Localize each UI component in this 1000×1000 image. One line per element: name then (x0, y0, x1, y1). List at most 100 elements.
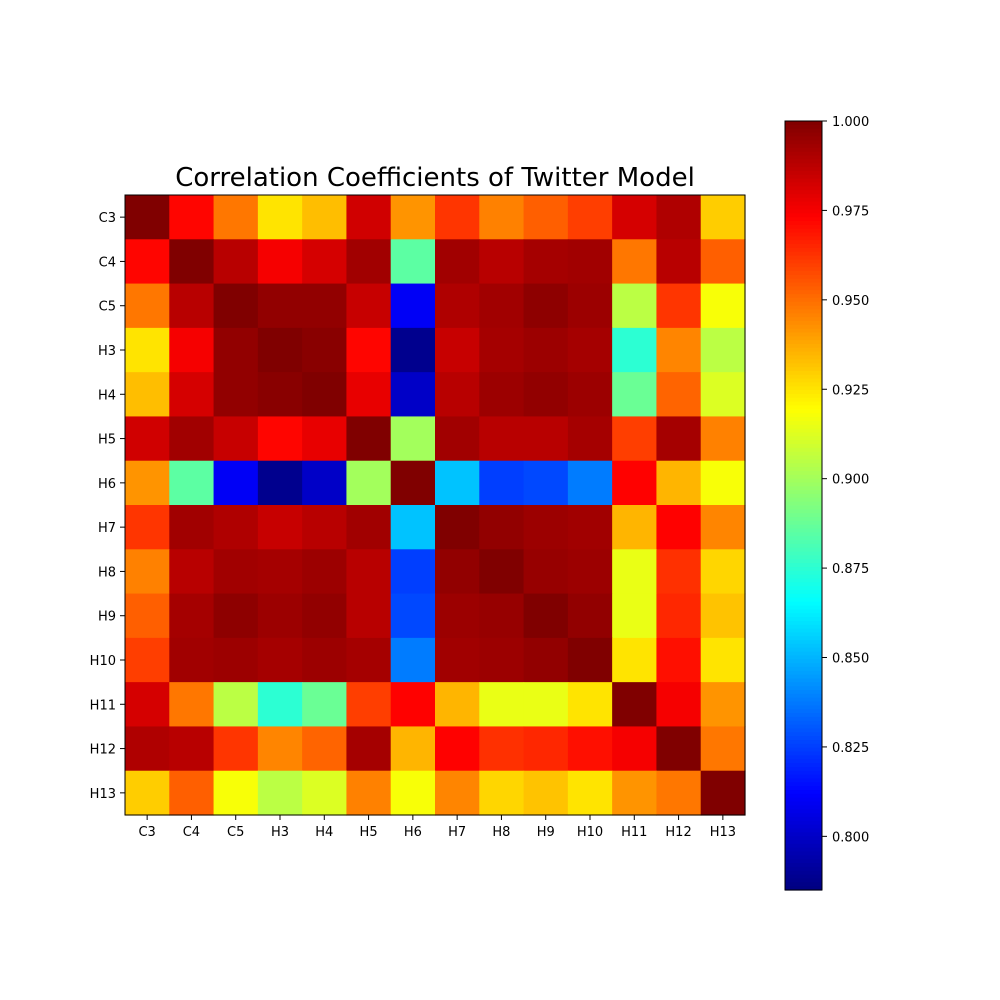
heatmap-cell-H7-H4 (302, 505, 348, 550)
heatmap-cell-H11-H10 (567, 682, 613, 728)
colorbar-segment (785, 332, 822, 337)
heatmap-cell-H6-H13 (700, 460, 746, 506)
x-tick-label: H13 (710, 825, 736, 840)
heatmap-cell-H3-H3 (257, 327, 303, 373)
x-tick-label: H7 (448, 825, 466, 840)
colorbar-segment (785, 121, 822, 126)
colorbar-segment (785, 586, 822, 591)
heatmap-cell-H13-H3 (257, 770, 303, 816)
heatmap-cell-H9-H6 (390, 593, 436, 639)
colorbar-segment (785, 486, 822, 491)
colorbar-segment (785, 590, 822, 595)
colorbar-segment (785, 870, 822, 876)
colorbar-segment (785, 405, 822, 410)
colorbar-segment (785, 755, 822, 760)
heatmap-cell-H9-H12 (656, 593, 702, 639)
heatmap-cell-H13-C5 (213, 770, 259, 816)
heatmap-cell-C3-H6 (390, 195, 436, 240)
heatmap-cell-H9-C5 (213, 593, 259, 639)
heatmap-cell-H8-H4 (302, 549, 348, 595)
heatmap-cell-H3-H5 (346, 327, 392, 373)
colorbar-tick-label: 0.875 (832, 562, 869, 577)
colorbar-segment (785, 428, 822, 434)
heatmap-cell-H7-H5 (346, 505, 392, 550)
colorbar-segment (785, 340, 822, 345)
heatmap-cell-H5-H4 (302, 416, 348, 462)
colorbar-segment (785, 474, 822, 480)
colorbar-tick-label: 1.000 (832, 115, 869, 130)
colorbar-segment (785, 244, 822, 249)
colorbar-segment (785, 840, 822, 845)
colorbar-segment (785, 570, 822, 576)
heatmap-cell-C5-C5 (213, 283, 259, 329)
colorbar-segment (785, 643, 822, 649)
colorbar-segment (785, 201, 822, 207)
heatmap-cell-H7-H11 (612, 505, 658, 550)
colorbar-segment (785, 678, 822, 683)
heatmap-cell-H13-H7 (435, 770, 480, 816)
colorbar-segment (785, 367, 822, 372)
colorbar-segment (785, 836, 822, 841)
heatmap-cell-H13-H4 (302, 770, 348, 816)
heatmap-cell-H13-H6 (390, 770, 436, 816)
colorbar: 0.800 0.825 0.850 0.875 0.900 0.925 0.950 0.975… (784, 115, 869, 891)
colorbar-segment (785, 259, 822, 264)
colorbar-segment (785, 355, 822, 360)
colorbar-segment (785, 690, 822, 695)
heatmap-cell-H10-C5 (213, 637, 259, 683)
heatmap-cell-H11-H12 (656, 682, 702, 728)
x-tick-label: H8 (492, 825, 510, 840)
colorbar-segment (785, 632, 822, 637)
colorbar-segment (785, 467, 822, 472)
colorbar-segment (785, 763, 822, 768)
colorbar-segment (785, 205, 822, 211)
heatmap-cell-H7-H13 (700, 505, 746, 550)
colorbar-segment (785, 593, 822, 599)
colorbar-segment (785, 832, 822, 837)
heatmap-cell-H5-H7 (435, 416, 480, 462)
colorbar-segment (785, 782, 822, 787)
heatmap-cell-H13-H5 (346, 770, 392, 816)
colorbar-segment (785, 682, 822, 687)
colorbar-segment (785, 174, 822, 180)
colorbar-segment (785, 540, 822, 545)
colorbar-segment (785, 747, 822, 753)
colorbar-segment (785, 778, 822, 783)
heatmap-cell-H6-C5 (213, 460, 259, 506)
colorbar-segment (785, 497, 822, 503)
heatmap-cell-H9-H4 (302, 593, 348, 639)
heatmap-cell-H3-C4 (169, 327, 215, 373)
colorbar-segment (785, 240, 822, 245)
heatmap-cell-H8-H9 (523, 549, 569, 595)
heatmap-cell-H8-H7 (435, 549, 480, 595)
y-tick-label: C3 (99, 211, 116, 226)
heatmap-cell-C3-C5 (213, 195, 259, 240)
heatmap-cell-H7-H6 (390, 505, 436, 550)
heatmap-cell-H12-H13 (700, 726, 746, 772)
heatmap-cell-H12-C5 (213, 726, 259, 772)
heatmap-cell-H10-H13 (700, 637, 746, 683)
x-tick-label: H10 (577, 825, 603, 840)
heatmap-cell-H12-H3 (257, 726, 303, 772)
heatmap-cell-H5-H3 (257, 416, 303, 462)
heatmap-cell-H11-H5 (346, 682, 392, 728)
colorbar-segment (785, 651, 822, 657)
heatmap-cell-H12-H7 (435, 726, 480, 772)
colorbar-segment (785, 424, 822, 430)
colorbar-segment (785, 851, 822, 856)
colorbar-segment (785, 359, 822, 364)
heatmap-cell-H3-H4 (302, 327, 348, 373)
heatmap-cell-H6-H12 (656, 460, 702, 506)
colorbar-segment (785, 636, 822, 641)
colorbar-tick-label: 0.900 (832, 473, 869, 488)
y-tick-label: H10 (90, 654, 116, 669)
colorbar-segment (785, 194, 822, 199)
colorbar-segment (785, 263, 822, 268)
heatmap-cell-H13-H11 (612, 770, 658, 816)
heatmap-cell-H4-H5 (346, 372, 392, 418)
heatmap-cell-C4-C4 (169, 239, 215, 285)
heatmap-cell-C5-H11 (612, 283, 658, 329)
heatmap-cell-H8-H12 (656, 549, 702, 595)
colorbar-segment (785, 874, 822, 880)
heatmap-cell-H5-H10 (567, 416, 613, 462)
